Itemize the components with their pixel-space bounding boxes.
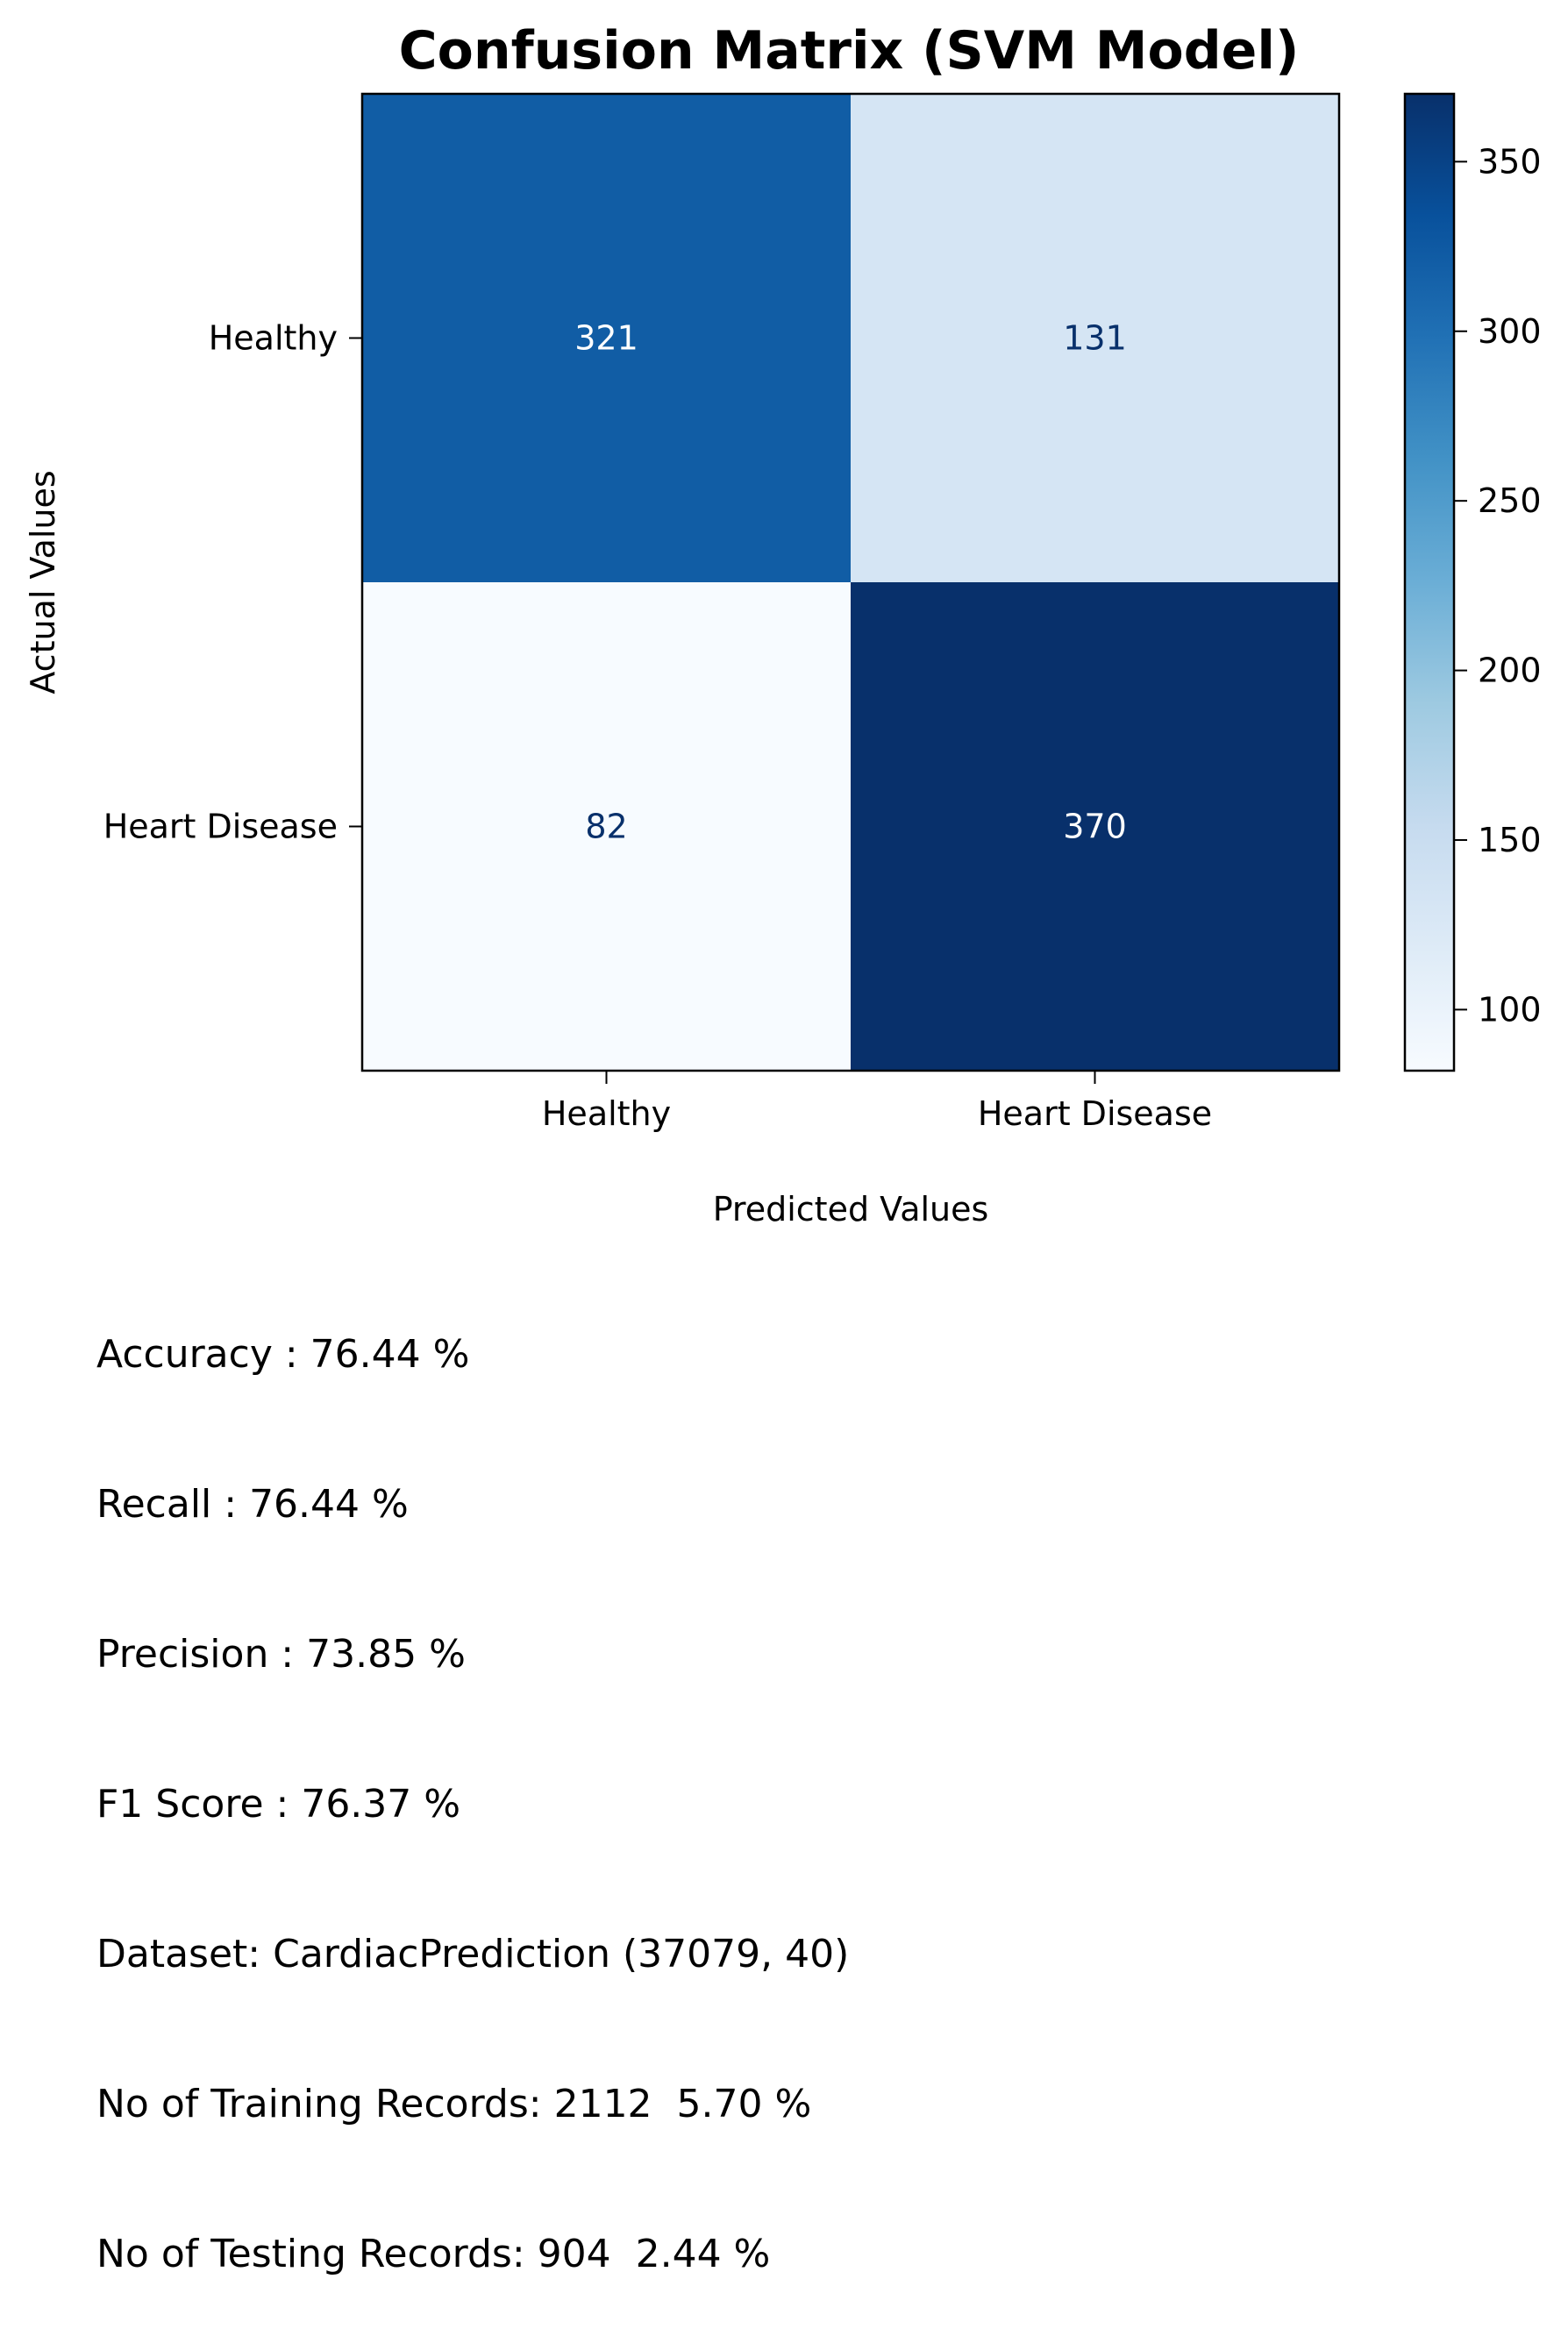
cell-value-label: 370	[1063, 808, 1127, 846]
matrix-cell	[362, 94, 852, 583]
f1-score-text: F1 Score : 76.37 %	[96, 1782, 461, 1827]
accuracy-text: Accuracy : 76.44 %	[96, 1332, 470, 1377]
x-tick-label: Heart Disease	[978, 1094, 1212, 1133]
cell-value-label: 321	[574, 319, 638, 358]
cell-value-label: 131	[1063, 319, 1127, 358]
dataset-text: Dataset: CardiacPrediction (37079, 40)	[96, 1932, 850, 1976]
precision-text: Precision : 73.85 %	[96, 1632, 466, 1677]
colorbar-tick-label: 250	[1478, 481, 1542, 520]
x-axis-label: Predicted Values	[713, 1190, 989, 1229]
colorbar	[1403, 92, 1456, 1072]
matrix-cell	[851, 94, 1340, 583]
colorbar-tick-label: 350	[1478, 142, 1542, 181]
y-tick-label: Healthy	[209, 319, 338, 358]
metrics-summary: Accuracy : 76.44 % Recall : 76.44 % Prec…	[96, 1229, 849, 2329]
colorbar-tick-label: 300	[1478, 312, 1542, 351]
cell-value-label: 82	[585, 808, 627, 846]
y-tick-label: Heart Disease	[103, 808, 338, 846]
x-tick-label: Healthy	[542, 1094, 671, 1133]
recall-text: Recall : 76.44 %	[96, 1482, 409, 1527]
confusion-matrix-chart: Confusion Matrix (SVM Model) 321 131 82 370…	[24, 20, 1542, 1229]
colorbar-tick-label: 150	[1478, 821, 1542, 859]
colorbar-tick-label: 200	[1478, 652, 1542, 690]
training-records-text: No of Training Records: 2112 5.70 %	[96, 2082, 812, 2126]
matrix-cell	[362, 582, 852, 1072]
colorbar-tick-label: 100	[1478, 990, 1542, 1029]
y-axis-label: Actual Values	[24, 470, 62, 694]
testing-records-text: No of Testing Records: 904 2.44 %	[96, 2232, 771, 2276]
plot-frame	[360, 92, 1341, 1072]
chart-title: Confusion Matrix (SVM Model)	[399, 20, 1300, 82]
matrix-cell	[851, 582, 1340, 1072]
